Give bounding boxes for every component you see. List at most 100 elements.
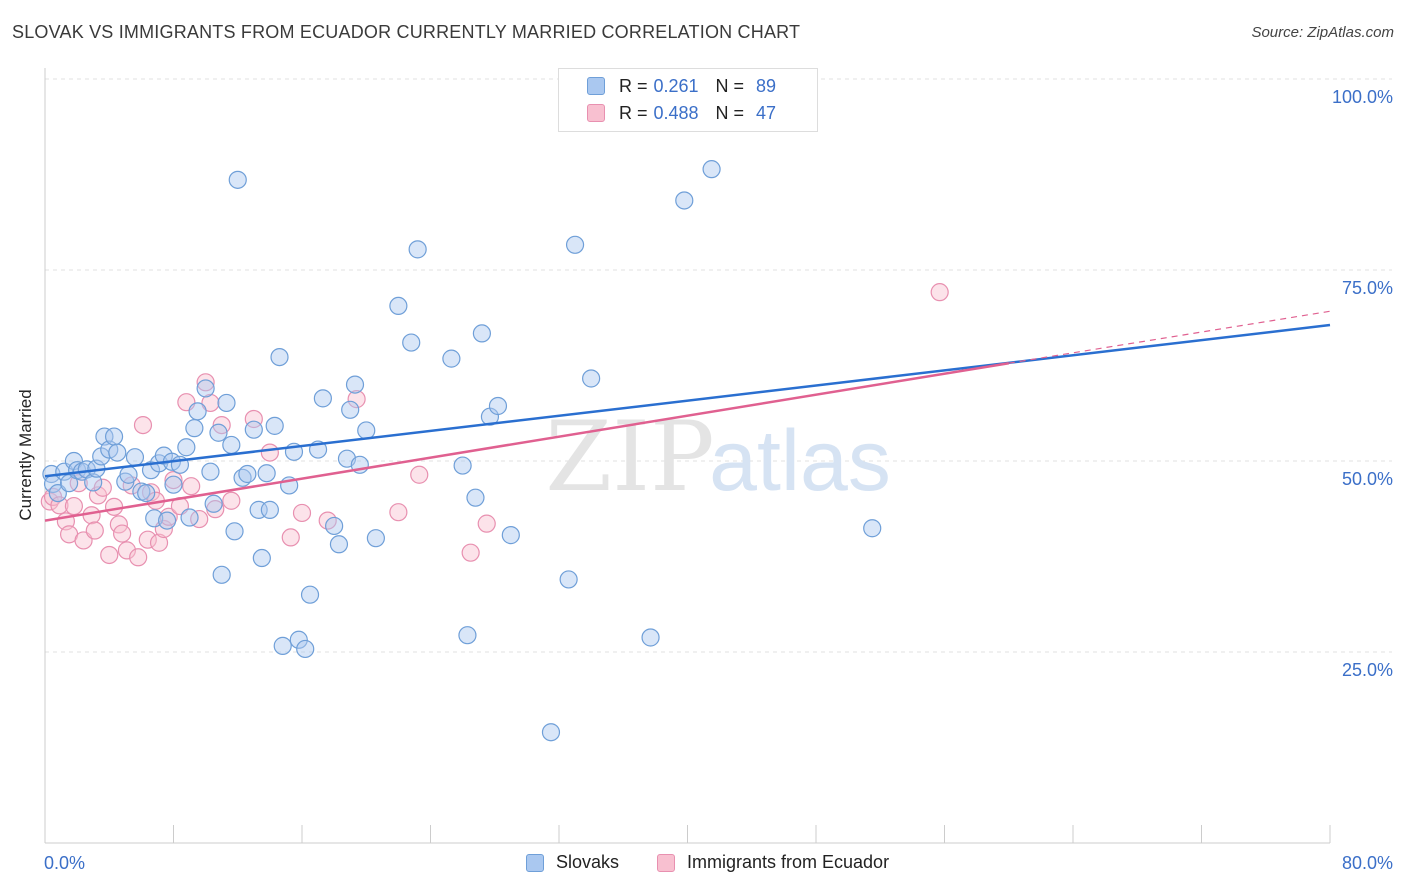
bottom-legend: Slovaks Immigrants from Ecuador	[0, 852, 1406, 878]
legend-r-value: 0.488	[653, 102, 699, 123]
slovak-point	[345, 375, 365, 394]
slovak-point	[541, 723, 561, 742]
slovak-point	[565, 235, 585, 254]
slovak-point	[104, 427, 124, 446]
slovak-point	[180, 508, 199, 527]
x-tick-label: 0.0%	[44, 853, 85, 873]
bottom-legend-ecuador: Immigrants from Ecuador	[657, 852, 889, 873]
ecuador-point	[930, 283, 949, 302]
tick-labels: 100.0% 75.0% 50.0% 25.0% 0.0% 80.0%	[44, 87, 1393, 873]
slovak-point	[488, 396, 508, 416]
legend: R = 0.261 N = 89 R = 0.488 N = 47	[558, 68, 818, 132]
ecuador-point	[182, 477, 201, 496]
slovak-point	[244, 420, 263, 439]
legend-n-value: 47	[756, 102, 777, 123]
ecuador-point	[93, 478, 112, 497]
ecuador-point	[477, 514, 496, 533]
slovak-point	[209, 423, 228, 442]
watermark-atlas: atlas	[709, 413, 891, 509]
slovak-point	[252, 548, 271, 568]
slovak-point	[177, 438, 196, 457]
ecuador-point	[190, 509, 209, 529]
y-tick-label: 50.0%	[1342, 469, 1393, 489]
slovak-point	[329, 535, 349, 554]
slovak-point	[270, 347, 289, 367]
slovak-point	[675, 191, 694, 210]
slovak-point	[84, 473, 103, 492]
legend-swatch-slovaks	[587, 77, 605, 95]
slovak-point	[257, 464, 276, 483]
slovak-point	[582, 369, 601, 388]
slovak-point	[453, 456, 472, 475]
legend-n-value: 89	[756, 75, 777, 96]
bottom-legend-label-ecuador: Immigrants from Ecuador	[687, 852, 890, 872]
slovak-point	[196, 379, 215, 398]
slovak-point	[185, 419, 204, 438]
watermark-zip: ZIP	[545, 401, 714, 513]
slovak-point	[217, 393, 236, 413]
legend-r-label: R =	[619, 102, 648, 123]
ecuador-point	[64, 496, 84, 516]
y-tick-label: 75.0%	[1342, 278, 1393, 298]
ecuador-point	[410, 465, 429, 484]
slovak-point	[466, 488, 485, 507]
ecuador-point	[129, 548, 148, 567]
slovak-point	[228, 170, 247, 189]
axes	[44, 68, 1331, 844]
ecuador-point	[112, 524, 132, 543]
bottom-legend-swatch-slovaks	[526, 853, 544, 872]
ecuador-point	[100, 545, 119, 565]
slovak-point	[164, 475, 183, 494]
ecuador-trend-extension	[1008, 310, 1331, 364]
ecuador-point	[104, 497, 124, 516]
ecuador-point	[461, 543, 480, 562]
chart-title: SLOVAK VS IMMIGRANTS FROM ECUADOR CURREN…	[12, 22, 801, 42]
slovak-point	[559, 570, 578, 589]
legend-row-ecuador: R = 0.488 N = 47	[587, 101, 776, 125]
slovak-point	[366, 529, 385, 548]
ecuador-point	[222, 491, 241, 510]
ecuador-point	[133, 415, 153, 435]
slovak-point	[408, 240, 427, 259]
ecuador-trend-line	[44, 361, 1009, 522]
ecuador-point	[244, 409, 263, 429]
slovak-point	[702, 160, 721, 179]
ecuador-point	[85, 521, 104, 540]
ecuador-point	[292, 503, 312, 523]
slovak-point	[188, 402, 207, 421]
slovak-point	[296, 639, 315, 659]
ecuador-point	[347, 390, 366, 409]
slovak-point	[273, 636, 292, 655]
ecuador-point	[82, 506, 101, 525]
slovak-point	[225, 522, 244, 541]
slovak-point	[108, 443, 127, 462]
ecuador-point	[164, 471, 183, 490]
bottom-legend-swatch-ecuador	[657, 853, 675, 872]
slovak-point	[458, 626, 477, 645]
ecuador-point	[281, 528, 300, 547]
y-axis-label: Currently Married	[16, 389, 35, 521]
legend-swatch-ecuador	[587, 104, 605, 122]
slovak-point	[238, 464, 257, 484]
slovak-point	[313, 389, 332, 408]
slovak-point	[265, 416, 284, 435]
legend-r-label: R =	[619, 75, 648, 96]
slovak-point	[641, 628, 660, 647]
slovak-point	[125, 448, 145, 467]
y-tick-label: 100.0%	[1332, 87, 1393, 107]
slovak-point	[289, 630, 308, 649]
x-tick-label: 80.0%	[1342, 853, 1393, 873]
slovak-point	[357, 421, 376, 440]
slovak-point	[325, 516, 344, 536]
legend-r-value: 0.261	[653, 75, 699, 96]
slovak-point	[204, 494, 223, 513]
slovak-point	[300, 585, 320, 604]
ecuador-point	[260, 443, 279, 462]
slovak-point	[402, 333, 421, 352]
slovak-point	[442, 349, 461, 368]
ecuador-point	[389, 503, 408, 522]
slovak-point	[863, 519, 882, 538]
bottom-legend-slovaks: Slovaks	[526, 852, 619, 873]
bottom-legend-label-slovaks: Slovaks	[556, 852, 620, 872]
